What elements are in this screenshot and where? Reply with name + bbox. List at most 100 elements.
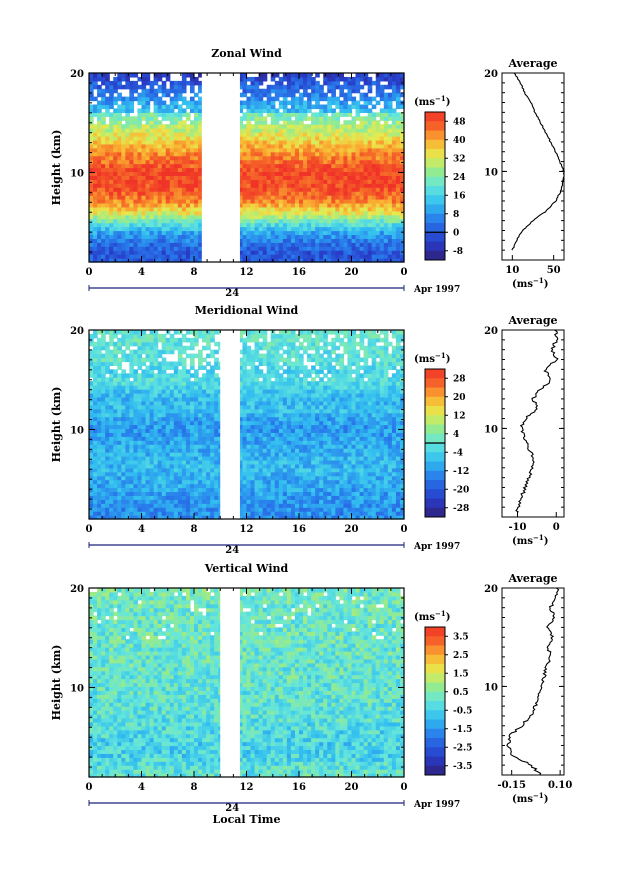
heatmap-cell <box>93 369 98 374</box>
heatmap-cell <box>387 222 393 228</box>
heatmap-cell <box>125 155 130 161</box>
heatmap-cell <box>202 408 207 414</box>
heatmap-cell <box>383 116 389 121</box>
heatmap-cell <box>327 238 332 243</box>
heatmap-cell <box>177 448 183 453</box>
heatmap-cell <box>185 424 191 430</box>
heatmap-cell <box>173 159 179 165</box>
heatmap-cell <box>153 139 159 145</box>
heatmap-cell <box>129 389 135 394</box>
heatmap-cell <box>109 503 114 508</box>
heatmap-cell <box>198 456 203 461</box>
heatmap-cell <box>141 408 147 414</box>
heatmap-cell <box>363 128 369 133</box>
heatmap-cell <box>105 139 110 145</box>
heatmap-cell <box>129 108 135 113</box>
heatmap-cell <box>214 393 219 398</box>
heatmap-cell <box>137 428 143 433</box>
heatmap-cell <box>246 136 252 141</box>
heatmap-cell <box>303 230 308 236</box>
heatmap-cell <box>169 108 175 113</box>
heatmap-cell <box>210 373 215 378</box>
heatmap-cell <box>206 385 211 390</box>
heatmap-cell <box>387 116 393 121</box>
heatmap-cell <box>177 195 183 200</box>
heatmap-cell <box>89 424 94 430</box>
heatmap-cell <box>181 393 187 398</box>
heatmap-cell <box>157 175 163 180</box>
heatmap-cell <box>202 337 207 343</box>
heatmap-cell <box>194 337 199 343</box>
heatmap-cell <box>97 214 102 220</box>
heatmap-cell <box>121 385 126 390</box>
heatmap-cell <box>250 511 256 516</box>
heatmap-cell <box>282 250 288 255</box>
heatmap-cell <box>109 258 114 263</box>
heatmap-cell <box>399 199 405 204</box>
heatmap-cell <box>246 330 252 335</box>
heatmap-cell <box>113 139 118 145</box>
heatmap-cell <box>113 491 118 496</box>
heatmap-cell <box>194 258 199 263</box>
heatmap-cell <box>355 195 361 200</box>
heatmap-cell <box>238 210 244 216</box>
heatmap-cell <box>339 250 345 255</box>
heatmap-cell <box>145 210 151 216</box>
heatmap-cell <box>198 214 203 220</box>
heatmap-cell <box>129 84 135 90</box>
heatmap-cell <box>149 377 155 382</box>
heatmap-cell <box>89 349 94 355</box>
heatmap-cell <box>165 128 171 133</box>
heatmap-cell <box>101 238 106 243</box>
heatmap-cell <box>89 159 94 165</box>
heatmap-cell <box>323 128 328 133</box>
heatmap-cell <box>270 88 276 94</box>
heatmap-cell <box>157 400 163 406</box>
heatmap-cell <box>137 242 143 247</box>
heatmap-cell <box>153 349 159 355</box>
heatmap-cell <box>93 187 98 192</box>
heatmap-cell <box>173 202 179 208</box>
heatmap-cell <box>299 96 304 102</box>
heatmap-cell <box>375 167 381 173</box>
heatmap-cell <box>93 396 98 402</box>
heatmap-cell <box>141 124 147 129</box>
heatmap-cell <box>177 132 183 137</box>
heatmap-cell <box>347 124 353 129</box>
heatmap-cell <box>198 222 203 228</box>
heatmap-cell <box>129 254 135 259</box>
heatmap-cell <box>238 128 244 133</box>
heatmap-cell <box>331 159 336 165</box>
heatmap-cell <box>173 104 179 110</box>
heatmap-cell <box>315 155 320 161</box>
heatmap-cell <box>254 199 260 204</box>
heatmap-cell <box>198 503 203 508</box>
heatmap-cell <box>262 124 268 129</box>
heatmap-cell <box>335 254 340 259</box>
heatmap-cell <box>399 73 405 78</box>
heatmap-cell <box>173 385 179 390</box>
heatmap-cell <box>169 191 175 196</box>
heatmap-cell <box>141 487 147 493</box>
heatmap-cell <box>286 234 292 239</box>
heatmap-cell <box>93 210 98 216</box>
heatmap-cell <box>246 242 252 247</box>
heatmap-cell <box>335 258 340 263</box>
heatmap-cell <box>97 230 102 236</box>
heatmap-cell <box>395 250 401 255</box>
heatmap-cell <box>367 108 373 113</box>
heatmap-cell <box>89 242 94 247</box>
heatmap-cell <box>399 179 405 184</box>
heatmap-cell <box>311 120 316 125</box>
heatmap-cell <box>153 365 159 370</box>
heatmap-cell <box>113 120 118 125</box>
heatmap-cell <box>367 238 373 243</box>
heatmap-cell <box>367 195 373 200</box>
heatmap-cell <box>286 218 292 224</box>
heatmap-cell <box>198 242 203 247</box>
heatmap-cell <box>250 361 256 367</box>
heatmap-cell <box>250 475 256 481</box>
heatmap-cell <box>105 467 110 473</box>
heatmap-cell <box>367 214 373 220</box>
heatmap-cell <box>198 250 203 255</box>
